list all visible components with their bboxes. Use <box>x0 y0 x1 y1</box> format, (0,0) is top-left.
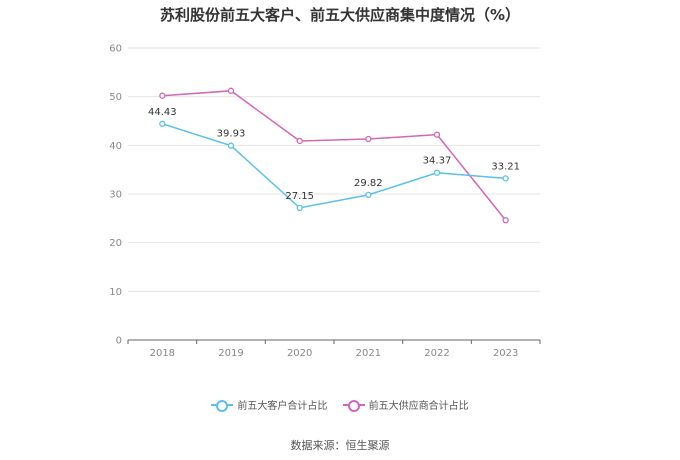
series-line-customers <box>162 123 506 209</box>
data-point <box>502 217 509 224</box>
y-tick-label: 20 <box>109 238 122 249</box>
data-label: 39.93 <box>217 129 246 140</box>
data-point <box>365 135 372 143</box>
legend-marker-suppliers <box>342 399 365 412</box>
data-point <box>159 92 166 99</box>
series-line-suppliers <box>162 90 507 221</box>
y-tick-label: 30 <box>109 190 122 201</box>
x-tick-label: 2021 <box>356 348 381 359</box>
chart-title: 苏利股份前五大客户、前五大供应商集中度情况（%） <box>159 6 521 24</box>
data-point <box>502 175 509 182</box>
data-point <box>296 204 303 212</box>
y-tick-label: 10 <box>109 287 122 298</box>
data-label: 34.37 <box>423 156 452 167</box>
data-label: 33.21 <box>491 161 520 172</box>
data-label: 27.15 <box>285 191 314 202</box>
data-point <box>433 169 441 176</box>
legend-label-customers: 前五大客户合计占比 <box>237 401 328 412</box>
legend-item-customers[interactable]: 前五大客户合计占比 <box>211 397 327 412</box>
x-tick-label: 2018 <box>150 348 175 359</box>
x-tick-label: 2019 <box>218 348 243 359</box>
data-point <box>296 137 303 145</box>
x-tick-label: 2022 <box>424 348 449 359</box>
y-tick-label: 60 <box>109 44 122 55</box>
data-point <box>433 131 441 138</box>
y-tick-label: 40 <box>109 141 122 152</box>
legend-item-suppliers[interactable]: 前五大供应商合计占比 <box>342 397 469 412</box>
data-point <box>159 120 166 127</box>
x-tick-label: 2020 <box>287 348 312 359</box>
legend-label-suppliers: 前五大供应商合计占比 <box>368 401 469 412</box>
data-point <box>227 142 235 149</box>
legend-marker-customers <box>211 399 234 412</box>
data-label: 44.43 <box>148 107 177 118</box>
x-tick-label: 2023 <box>493 348 518 359</box>
data-label: 29.82 <box>354 178 383 189</box>
data-point <box>227 87 235 94</box>
y-tick-label: 50 <box>109 92 122 103</box>
data-point <box>365 191 372 199</box>
y-tick-label: 0 <box>116 336 122 347</box>
data-source-note: 数据来源：恒生聚源 <box>290 439 390 452</box>
legend: 前五大客户合计占比 前五大供应商合计占比 <box>0 397 680 413</box>
